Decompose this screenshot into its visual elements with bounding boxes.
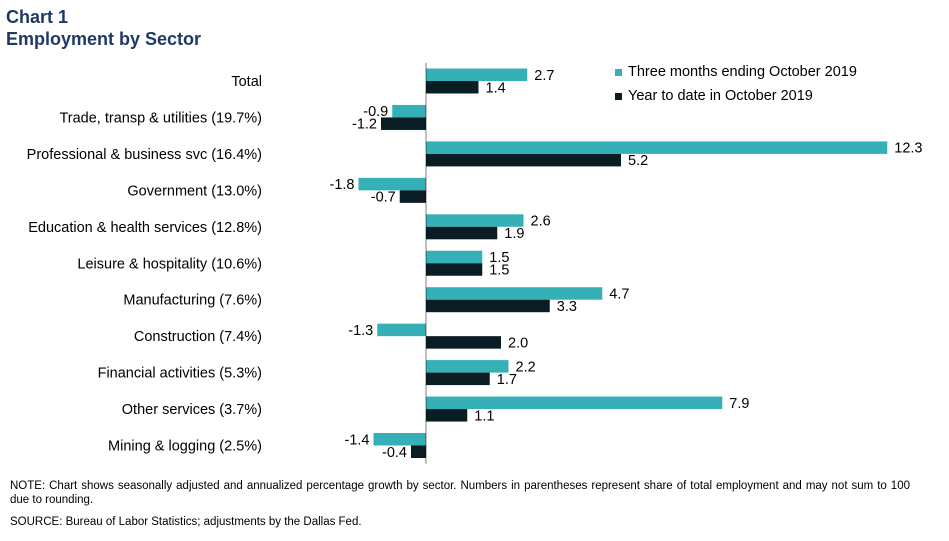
bar-year-to-date-total	[426, 81, 479, 94]
bar-year-to-date-trade-transp-utilities	[381, 117, 426, 130]
bar-year-to-date-government	[399, 190, 426, 203]
bar-three-months-construction	[377, 323, 426, 337]
bar-three-months-professional-business-svc	[426, 141, 888, 154]
data-label-year-to-date-mining-logging: -0.4	[382, 445, 407, 461]
data-label-three-months-trade-transp-utilities: -0.9	[363, 104, 388, 120]
data-label-year-to-date-trade-transp-utilities: -1.2	[352, 117, 377, 133]
data-label-three-months-other-services: 7.9	[729, 396, 749, 412]
bar-three-months-trade-transp-utilities	[392, 104, 426, 118]
bar-year-to-date-construction	[426, 336, 501, 349]
data-label-year-to-date-construction: 2.0	[508, 335, 528, 351]
bar-three-months-leisure-hospitality	[426, 250, 483, 264]
data-label-three-months-education-health-services: 2.6	[531, 214, 551, 230]
category-label-other-services: Other services (3.7%)	[122, 402, 262, 418]
category-label-manufacturing: Manufacturing (7.6%)	[123, 293, 262, 309]
data-label-three-months-government: -1.8	[330, 177, 355, 193]
data-label-year-to-date-professional-business-svc: 5.2	[628, 153, 648, 169]
bar-year-to-date-leisure-hospitality	[426, 263, 483, 276]
data-label-three-months-manufacturing: 4.7	[609, 286, 629, 302]
category-label-financial-activities: Financial activities (5.3%)	[98, 366, 262, 382]
data-label-three-months-professional-business-svc: 12.3	[894, 141, 922, 157]
chart-source: SOURCE: Bureau of Labor Statistics; adju…	[10, 516, 362, 528]
chart-subtitle: Employment by Sector	[6, 29, 202, 49]
data-label-year-to-date-financial-activities: 1.7	[497, 372, 517, 388]
bars-layer	[358, 68, 888, 458]
category-label-mining-logging: Mining & logging (2.5%)	[108, 439, 262, 455]
legend: Three months ending October 2019 Year to…	[615, 60, 857, 108]
data-label-year-to-date-education-health-services: 1.9	[504, 226, 524, 242]
data-label-three-months-financial-activities: 2.2	[516, 359, 536, 375]
category-label-government: Government (13.0%)	[127, 183, 262, 199]
legend-item-three-months: Three months ending October 2019	[615, 60, 857, 84]
category-label-education-health-services: Education & health services (12.8%)	[28, 220, 262, 236]
data-label-year-to-date-other-services: 1.1	[474, 408, 494, 424]
bar-three-months-government	[358, 177, 426, 191]
data-label-three-months-total: 2.7	[534, 68, 554, 84]
bar-year-to-date-financial-activities	[426, 372, 490, 386]
data-label-year-to-date-total: 1.4	[486, 80, 506, 96]
bar-three-months-financial-activities	[426, 360, 509, 373]
bar-chart: Total 2.7 1.4 Trade, transp & utilities (19…	[27, 62, 923, 464]
legend-label-three-months: Three months ending October 2019	[628, 64, 857, 80]
data-label-three-months-mining-logging: -1.4	[345, 432, 370, 448]
bar-three-months-total	[426, 68, 528, 81]
chart-heading: Chart 1 Employment by Sector	[6, 6, 201, 50]
legend-swatch-year-to-date	[615, 92, 622, 100]
data-label-year-to-date-government: -0.7	[371, 190, 396, 206]
category-label-construction: Construction (7.4%)	[134, 329, 262, 345]
category-label-professional-business-svc: Professional & business svc (16.4%)	[27, 147, 262, 163]
chart-title: Chart 1	[6, 7, 69, 27]
data-label-year-to-date-leisure-hospitality: 1.5	[489, 263, 509, 279]
legend-label-year-to-date: Year to date in October 2019	[628, 88, 813, 104]
data-label-year-to-date-manufacturing: 3.3	[557, 299, 577, 315]
bar-year-to-date-other-services	[426, 409, 468, 422]
category-label-trade-transp-utilities: Trade, transp & utilities (19.7%)	[59, 110, 262, 126]
bar-three-months-mining-logging	[373, 433, 426, 446]
category-label-total: Total	[231, 74, 262, 90]
bar-year-to-date-manufacturing	[426, 299, 550, 313]
legend-item-year-to-date: Year to date in October 2019	[615, 84, 857, 108]
legend-swatch-three-months	[615, 68, 622, 76]
bar-three-months-manufacturing	[426, 287, 603, 300]
chart-note: NOTE: Chart shows seasonally adjusted an…	[10, 480, 910, 506]
category-label-leisure-hospitality: Leisure & hospitality (10.6%)	[77, 256, 262, 272]
labels-layer: Total 2.7 1.4 Trade, transp & utilities (19…	[27, 68, 923, 461]
data-label-three-months-leisure-hospitality: 1.5	[489, 250, 509, 266]
bar-year-to-date-education-health-services	[426, 226, 498, 240]
bar-year-to-date-mining-logging	[411, 445, 426, 458]
data-label-three-months-construction: -1.3	[348, 323, 373, 339]
bar-three-months-other-services	[426, 396, 723, 410]
bar-three-months-education-health-services	[426, 214, 524, 227]
bar-year-to-date-professional-business-svc	[426, 153, 621, 167]
